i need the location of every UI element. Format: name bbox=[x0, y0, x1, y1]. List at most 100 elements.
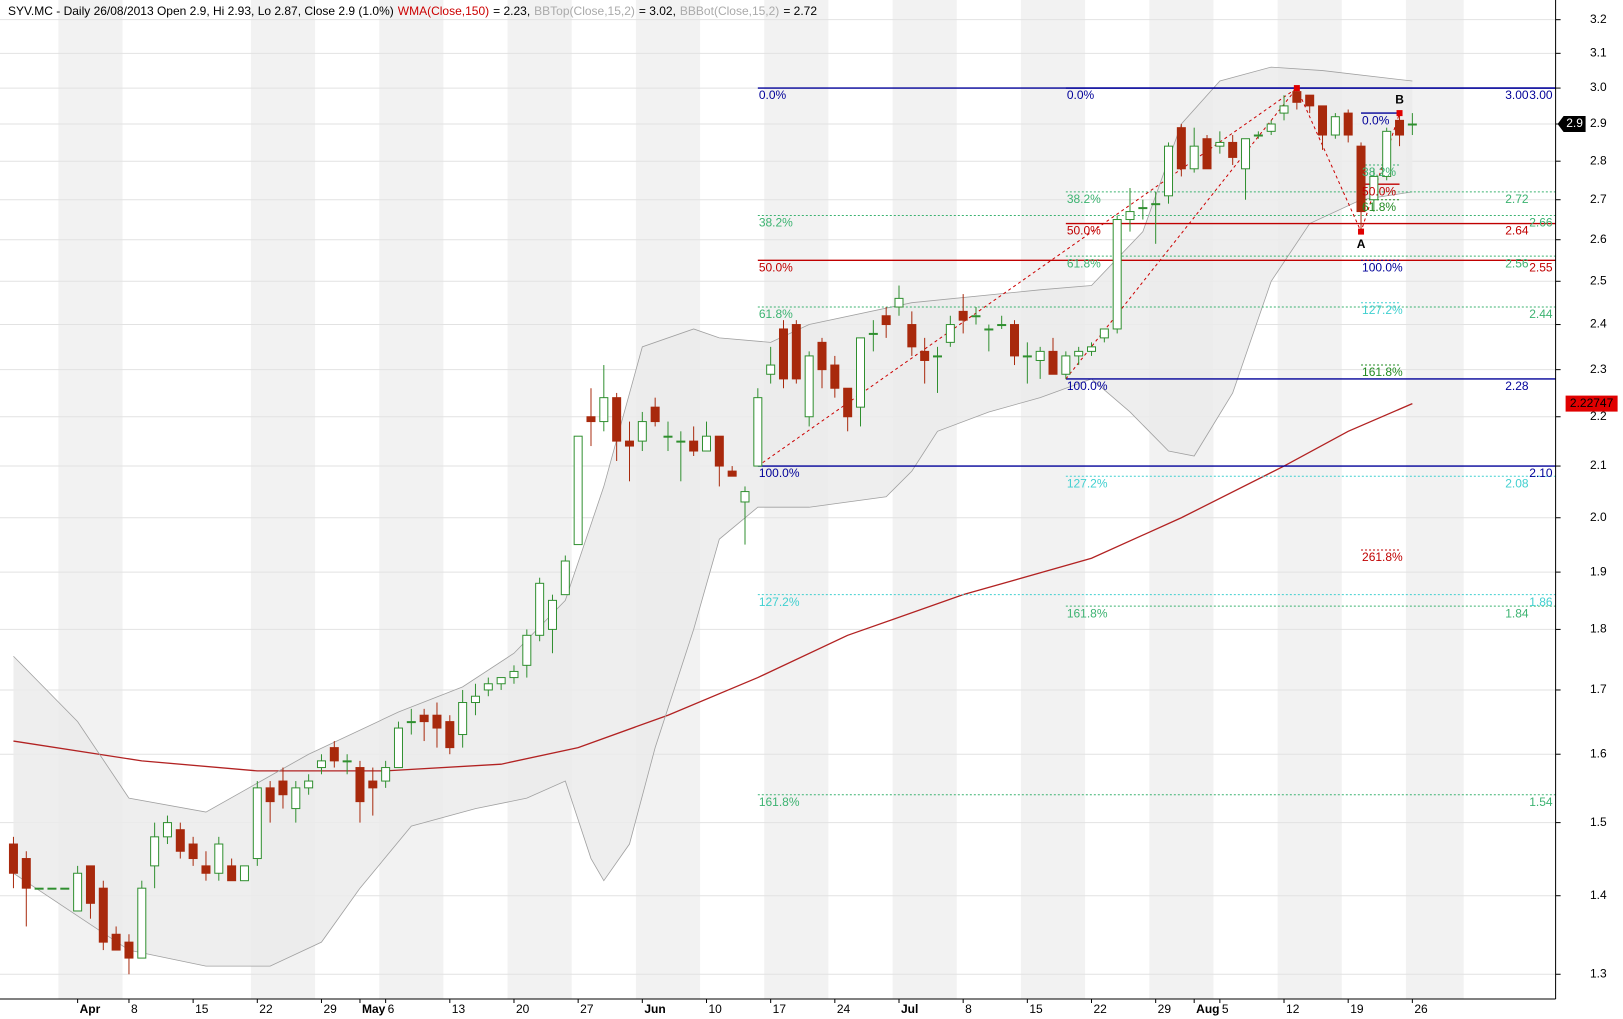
candle-body bbox=[830, 364, 840, 389]
candle-body bbox=[1266, 123, 1276, 132]
candle-body bbox=[239, 865, 249, 882]
legend-readout: = 2.72 bbox=[783, 4, 817, 18]
fib-label: 61.8% bbox=[1362, 200, 1396, 214]
fib-value-label: 2.28 bbox=[1505, 379, 1529, 393]
legend-name: BBTop(Close,15,2) bbox=[534, 4, 635, 18]
x-tick-label: 29 bbox=[1158, 1002, 1172, 1016]
fib-label: 61.8% bbox=[759, 307, 793, 321]
plot-layer bbox=[8, 66, 1556, 975]
candle-body bbox=[778, 328, 788, 380]
fib-value-label: 1.84 bbox=[1505, 606, 1529, 620]
fib-value-label: 2.08 bbox=[1505, 476, 1529, 490]
y-tick-label: 2.6 bbox=[1590, 232, 1607, 246]
candle-body bbox=[766, 364, 776, 375]
fib-label: 0.0% bbox=[1067, 88, 1095, 102]
candle-body bbox=[458, 702, 468, 736]
x-tick-label: May bbox=[362, 1002, 386, 1016]
y-tick-label: 2.3 bbox=[1590, 362, 1607, 376]
candle-body bbox=[868, 332, 878, 335]
y-tick-label: 1.3 bbox=[1590, 966, 1607, 980]
y-tick-label: 2.8 bbox=[1590, 153, 1607, 167]
candle-body bbox=[509, 670, 519, 679]
fib-label: 127.2% bbox=[759, 595, 800, 609]
candle-body bbox=[612, 397, 622, 442]
candle-body bbox=[547, 599, 557, 630]
y-tick-label: 2.5 bbox=[1590, 273, 1607, 287]
y-tick-label: 2.4 bbox=[1590, 317, 1607, 331]
x-tick-label: Jul bbox=[901, 1002, 918, 1016]
pivot-marker bbox=[1396, 110, 1403, 117]
fib-label: 161.8% bbox=[1362, 365, 1403, 379]
pivot-marker bbox=[1293, 85, 1300, 92]
candle-body bbox=[599, 397, 609, 423]
candle-body bbox=[1061, 355, 1071, 375]
candle-body bbox=[214, 843, 224, 874]
chart-header: SYV.MC - Daily 26/08/2013 Open 2.9, Hi 2… bbox=[8, 4, 817, 18]
x-tick-label: 26 bbox=[1414, 1002, 1428, 1016]
candle-body bbox=[1253, 134, 1263, 137]
y-tick-label: 1.6 bbox=[1590, 746, 1607, 760]
y-tick-label: 1.7 bbox=[1590, 682, 1607, 696]
y-tick-label: 2.9 bbox=[1590, 116, 1607, 130]
fib-label: 50.0% bbox=[1362, 184, 1396, 198]
candle-body bbox=[1228, 141, 1238, 158]
x-tick-label: 15 bbox=[195, 1002, 209, 1016]
x-tick-label: 17 bbox=[773, 1002, 787, 1016]
x-tick-label: 5 bbox=[1222, 1002, 1229, 1016]
candle-body bbox=[971, 315, 981, 318]
candle-body bbox=[843, 387, 853, 418]
x-tick-label: Apr bbox=[80, 1002, 101, 1016]
candle-body bbox=[522, 634, 532, 666]
fib-label: 61.8% bbox=[1067, 256, 1101, 270]
y-tick-label: 3.1 bbox=[1590, 46, 1607, 60]
candle-body bbox=[1074, 350, 1084, 357]
candle-body bbox=[1407, 123, 1417, 126]
x-tick-label: 19 bbox=[1350, 1002, 1364, 1016]
candle-body bbox=[1176, 127, 1186, 170]
candle-body bbox=[920, 350, 930, 361]
candle-body bbox=[368, 780, 378, 789]
candle-body bbox=[1099, 328, 1109, 339]
candle-body bbox=[85, 865, 95, 904]
fib-label: 127.2% bbox=[1067, 476, 1108, 490]
candle-body bbox=[727, 470, 737, 477]
candle-body bbox=[714, 435, 724, 467]
candle-body bbox=[21, 858, 31, 889]
candle-body bbox=[496, 677, 506, 685]
candle-body bbox=[278, 780, 288, 796]
fib-label: 100.0% bbox=[1362, 260, 1403, 274]
candle-body bbox=[188, 843, 198, 860]
candle-body bbox=[624, 440, 634, 447]
fib-value-label: 3.00 bbox=[1505, 88, 1529, 102]
candle-body bbox=[406, 721, 416, 724]
y-tick-label: 1.5 bbox=[1590, 815, 1607, 829]
candle-body bbox=[98, 887, 108, 943]
candle-body bbox=[753, 397, 763, 467]
x-tick-label: 20 bbox=[516, 1002, 530, 1016]
fib-label: 38.2% bbox=[759, 216, 793, 230]
fib-label: 0.0% bbox=[759, 88, 787, 102]
candle-body bbox=[1279, 105, 1289, 114]
fib-label: 127.2% bbox=[1362, 303, 1403, 317]
y-tick-label: 2.1 bbox=[1590, 458, 1607, 472]
candle-body bbox=[1189, 145, 1199, 170]
fib-value-label: 2.56 bbox=[1505, 256, 1529, 270]
candle-body bbox=[432, 714, 442, 729]
candle-body bbox=[1318, 105, 1328, 136]
candle-body bbox=[881, 315, 891, 326]
y-tick-label: 2.2 bbox=[1590, 409, 1607, 423]
annotation: A bbox=[1357, 237, 1366, 251]
wma-line bbox=[13, 403, 1413, 772]
x-tick-label: 8 bbox=[131, 1002, 138, 1016]
fib-label: 100.0% bbox=[1067, 379, 1108, 393]
x-tick-label: Jun bbox=[644, 1002, 665, 1016]
candle-body bbox=[470, 695, 480, 704]
x-tick-label: 22 bbox=[1094, 1002, 1108, 1016]
candle-body bbox=[586, 416, 596, 423]
candle-body bbox=[1022, 355, 1032, 358]
candle-body bbox=[997, 324, 1007, 327]
x-tick-label: 15 bbox=[1029, 1002, 1043, 1016]
legend-readout: = 2.23, bbox=[493, 4, 530, 18]
